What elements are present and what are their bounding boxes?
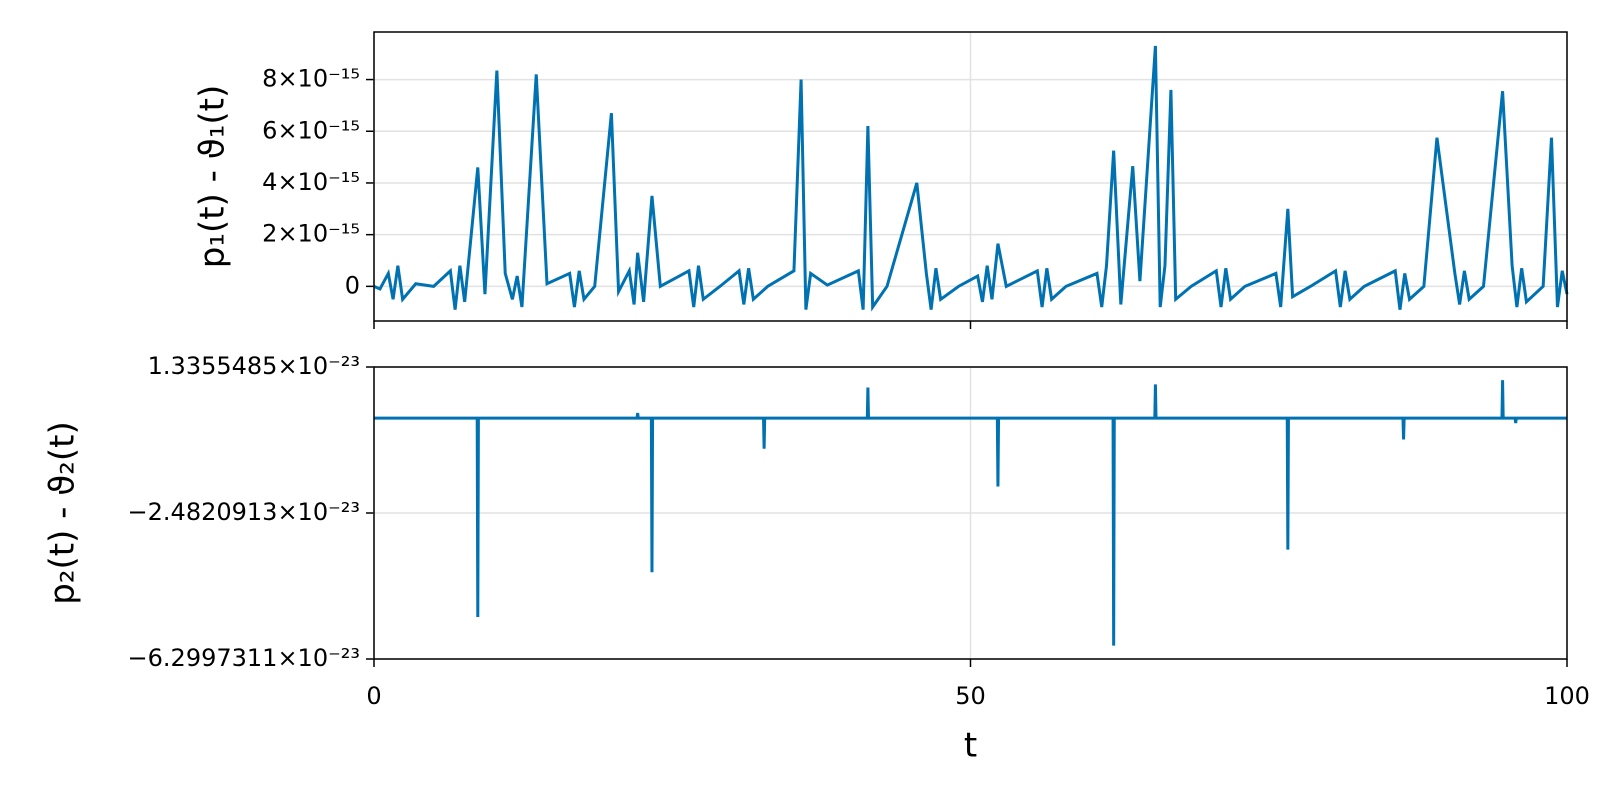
y-axis-label: p₁(t) - ϑ₁(t) (193, 85, 233, 269)
y-tick-label: 2×10⁻¹⁵ (262, 220, 360, 248)
y-tick-label: 8×10⁻¹⁵ (262, 65, 360, 93)
y-tick-label: −2.4820913×10⁻²³ (128, 498, 360, 526)
y-tick-label: 6×10⁻¹⁵ (262, 116, 360, 144)
y-axis-label: p₂(t) - ϑ₂(t) (43, 421, 83, 605)
plot-frame (373, 31, 1568, 322)
y-tick-label: 1.3355485×10⁻²³ (148, 352, 360, 380)
data-line (373, 45, 1569, 312)
x-tick-label: 0 (366, 682, 381, 710)
y-tick-label: 0 (345, 271, 360, 299)
x-tick-label: 50 (955, 682, 986, 710)
y-tick-label: −6.2997311×10⁻²³ (128, 644, 360, 672)
y-tick-label: 4×10⁻¹⁵ (262, 168, 360, 196)
x-axis-label: t (964, 726, 977, 766)
data-line (374, 380, 1567, 646)
x-tick-label: 100 (1544, 682, 1590, 710)
plot-frame (373, 366, 1568, 660)
